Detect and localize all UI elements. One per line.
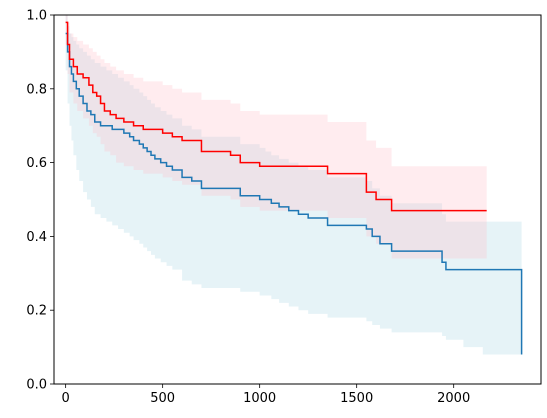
x-tick-label: 2000 [437, 391, 470, 406]
series-lines [65, 21, 523, 355]
survival-curve-2 [65, 21, 487, 212]
confidence-bands [65, 15, 522, 373]
x-tick-label: 1500 [340, 391, 373, 406]
plot-frame [53, 14, 542, 385]
y-tick-label: 0.0 [26, 378, 47, 393]
x-tick-label: 1000 [243, 391, 276, 406]
y-tick-label: 0.2 [26, 304, 47, 319]
y-tick-label: 0.6 [26, 156, 47, 171]
x-tick-label: 0 [62, 391, 70, 406]
x-tick-label: 500 [150, 391, 175, 406]
x-axis: 0 500 1000 1500 2000 [62, 384, 470, 406]
survival-curve-1 [65, 32, 523, 355]
confidence-band-1 [65, 15, 522, 373]
y-tick-label: 0.8 [26, 82, 47, 97]
y-axis: 0.0 0.2 0.4 0.6 0.8 1.0 [26, 9, 54, 393]
y-tick-label: 1.0 [26, 9, 47, 24]
confidence-band-2 [65, 15, 487, 259]
y-tick-label: 0.4 [26, 230, 47, 245]
